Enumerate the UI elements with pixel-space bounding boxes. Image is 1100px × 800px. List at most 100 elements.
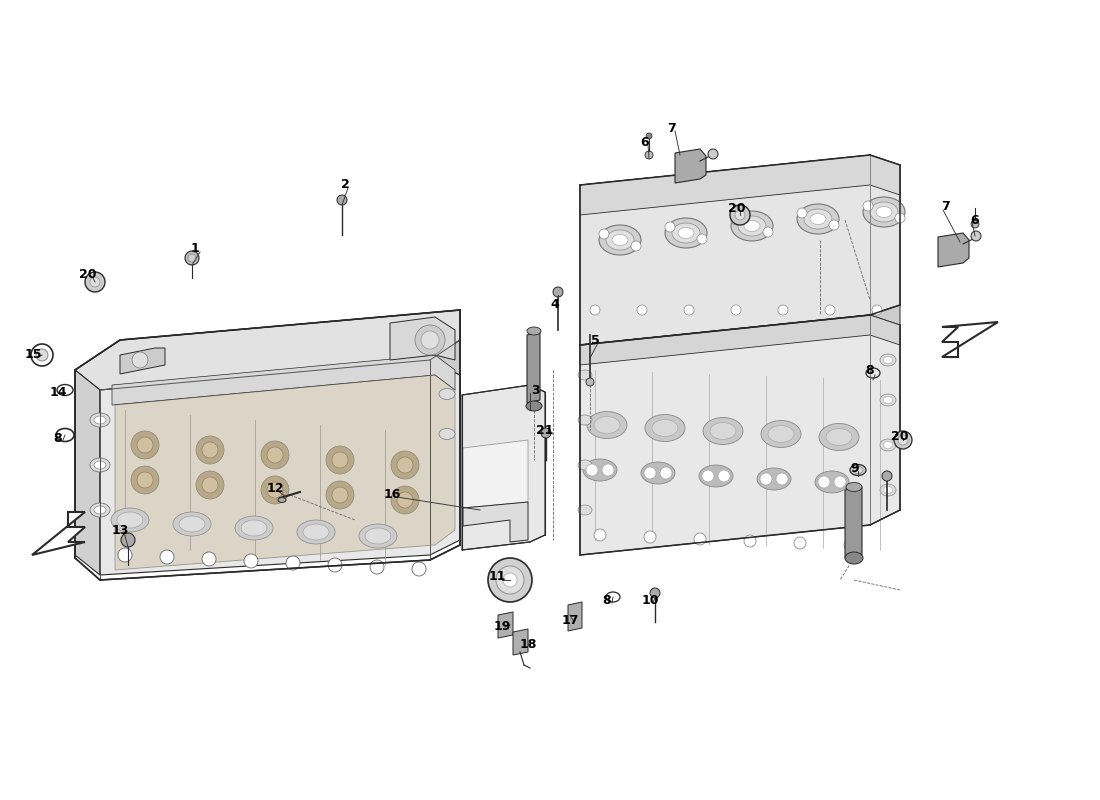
Circle shape <box>666 222 675 232</box>
Ellipse shape <box>810 214 826 225</box>
Circle shape <box>370 560 384 574</box>
Circle shape <box>694 533 706 545</box>
Polygon shape <box>845 487 862 558</box>
Ellipse shape <box>594 417 620 434</box>
Text: 18: 18 <box>519 638 537 650</box>
Circle shape <box>415 325 446 355</box>
Polygon shape <box>675 149 706 183</box>
Polygon shape <box>568 602 582 631</box>
Ellipse shape <box>600 225 641 255</box>
Ellipse shape <box>815 471 849 493</box>
Ellipse shape <box>880 394 896 406</box>
Circle shape <box>121 533 135 547</box>
Circle shape <box>332 452 348 468</box>
Text: 8: 8 <box>54 431 63 445</box>
Ellipse shape <box>652 419 678 437</box>
Circle shape <box>397 457 412 473</box>
Text: 15: 15 <box>24 347 42 361</box>
Ellipse shape <box>880 484 896 496</box>
Circle shape <box>844 539 856 551</box>
Circle shape <box>196 436 224 464</box>
Ellipse shape <box>804 209 832 229</box>
Circle shape <box>131 431 160 459</box>
Circle shape <box>36 349 48 361</box>
Text: 11: 11 <box>488 570 506 582</box>
Polygon shape <box>430 340 460 375</box>
Circle shape <box>412 562 426 576</box>
Polygon shape <box>942 322 998 357</box>
Circle shape <box>697 234 707 244</box>
Circle shape <box>328 558 342 572</box>
Polygon shape <box>463 440 528 508</box>
Ellipse shape <box>439 429 455 439</box>
Circle shape <box>31 344 53 366</box>
Text: 9: 9 <box>850 462 859 474</box>
Ellipse shape <box>94 416 106 424</box>
Ellipse shape <box>365 528 390 544</box>
Ellipse shape <box>876 206 892 218</box>
Text: 6: 6 <box>970 214 979 226</box>
Ellipse shape <box>439 389 455 399</box>
Polygon shape <box>463 502 528 542</box>
Polygon shape <box>580 155 900 345</box>
Ellipse shape <box>703 418 742 445</box>
Polygon shape <box>870 305 900 325</box>
Circle shape <box>660 467 672 479</box>
Circle shape <box>971 231 981 241</box>
Polygon shape <box>580 315 900 365</box>
Ellipse shape <box>880 439 896 451</box>
Circle shape <box>594 529 606 541</box>
Circle shape <box>882 471 892 481</box>
Text: 2: 2 <box>341 178 350 191</box>
Ellipse shape <box>732 211 773 241</box>
Circle shape <box>503 573 517 587</box>
Circle shape <box>332 487 348 503</box>
Ellipse shape <box>641 462 675 484</box>
Polygon shape <box>100 360 460 575</box>
Circle shape <box>131 466 160 494</box>
Circle shape <box>760 473 772 485</box>
Circle shape <box>684 305 694 315</box>
Ellipse shape <box>880 354 896 366</box>
Circle shape <box>895 213 905 223</box>
Text: 20: 20 <box>891 430 909 442</box>
Circle shape <box>267 482 283 498</box>
Circle shape <box>138 437 153 453</box>
Circle shape <box>864 201 873 211</box>
Circle shape <box>202 477 218 493</box>
Circle shape <box>735 210 745 220</box>
Ellipse shape <box>678 227 694 238</box>
Circle shape <box>702 470 714 482</box>
Circle shape <box>188 254 196 262</box>
Ellipse shape <box>526 401 542 411</box>
Ellipse shape <box>527 327 541 335</box>
Text: 14: 14 <box>50 386 67 398</box>
Ellipse shape <box>587 411 627 438</box>
Ellipse shape <box>738 216 766 236</box>
Circle shape <box>590 305 600 315</box>
Circle shape <box>744 535 756 547</box>
Ellipse shape <box>846 482 862 491</box>
Circle shape <box>718 470 730 482</box>
Text: 8: 8 <box>603 594 612 606</box>
Ellipse shape <box>883 397 892 403</box>
Circle shape <box>132 352 148 368</box>
Ellipse shape <box>820 423 859 450</box>
Circle shape <box>794 537 806 549</box>
Circle shape <box>645 151 653 159</box>
Text: 12: 12 <box>266 482 284 494</box>
Ellipse shape <box>90 413 110 427</box>
Ellipse shape <box>578 505 592 515</box>
Ellipse shape <box>173 512 211 536</box>
Circle shape <box>732 305 741 315</box>
Circle shape <box>160 550 174 564</box>
Text: 19: 19 <box>493 619 510 633</box>
Polygon shape <box>75 310 460 390</box>
Ellipse shape <box>850 465 866 475</box>
Circle shape <box>390 451 419 479</box>
Ellipse shape <box>90 503 110 517</box>
Text: 21: 21 <box>537 423 553 437</box>
Circle shape <box>818 476 830 488</box>
Ellipse shape <box>583 459 617 481</box>
Text: 1: 1 <box>190 242 199 254</box>
